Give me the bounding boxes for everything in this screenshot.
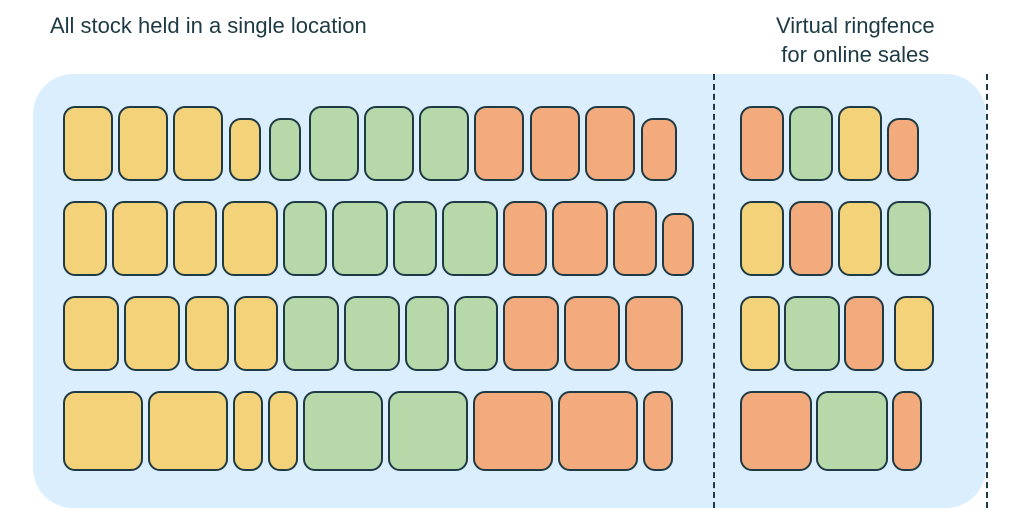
stock-block: [269, 118, 301, 181]
stock-block: [887, 118, 919, 181]
stock-block: [283, 296, 339, 371]
stock-block: [303, 391, 383, 471]
stock-block: [124, 296, 180, 371]
stock-block: [442, 201, 498, 276]
stock-block: [740, 201, 784, 276]
stock-block: [63, 106, 113, 181]
stock-block: [405, 296, 449, 371]
stock-block: [503, 201, 547, 276]
panel-right-edge-divider: [986, 74, 988, 508]
stock-block: [838, 106, 882, 181]
stock-block: [233, 391, 263, 471]
ringfence-divider: [713, 74, 715, 508]
stock-block: [816, 391, 888, 471]
stock-block: [393, 201, 437, 276]
stock-block: [784, 296, 840, 371]
stock-block: [844, 296, 884, 371]
stock-block: [474, 106, 524, 181]
stock-block: [552, 201, 608, 276]
stock-block: [118, 106, 168, 181]
stock-block: [234, 296, 278, 371]
stock-block: [364, 106, 414, 181]
stock-block: [613, 201, 657, 276]
stock-block: [641, 118, 677, 181]
stock-block: [283, 201, 327, 276]
stock-block: [892, 391, 922, 471]
stock-block: [473, 391, 553, 471]
stock-block: [662, 213, 694, 276]
stock-block: [558, 391, 638, 471]
stock-block: [625, 296, 683, 371]
stock-block: [63, 296, 119, 371]
stock-block: [419, 106, 469, 181]
stock-block: [564, 296, 620, 371]
stock-block: [185, 296, 229, 371]
stock-block: [503, 296, 559, 371]
stock-block: [740, 391, 812, 471]
stock-block: [309, 106, 359, 181]
stock-panel: [33, 74, 986, 508]
stock-block: [63, 201, 107, 276]
stock-block: [173, 201, 217, 276]
stock-block: [173, 106, 223, 181]
stock-block: [789, 106, 833, 181]
stock-block: [740, 106, 784, 181]
stock-block: [63, 391, 143, 471]
title-left: All stock held in a single location: [50, 12, 367, 41]
stock-block: [585, 106, 635, 181]
stock-block: [887, 201, 931, 276]
stock-block: [530, 106, 580, 181]
stock-block: [838, 201, 882, 276]
stock-block: [894, 296, 934, 371]
stock-block: [344, 296, 400, 371]
stock-block: [740, 296, 780, 371]
stock-block: [112, 201, 168, 276]
stock-block: [148, 391, 228, 471]
stock-block: [229, 118, 261, 181]
stock-block: [454, 296, 498, 371]
stock-block: [332, 201, 388, 276]
stock-block: [388, 391, 468, 471]
title-right: Virtual ringfence for online sales: [776, 12, 935, 69]
stock-block: [643, 391, 673, 471]
stock-block: [222, 201, 278, 276]
stock-block: [789, 201, 833, 276]
stock-block: [268, 391, 298, 471]
